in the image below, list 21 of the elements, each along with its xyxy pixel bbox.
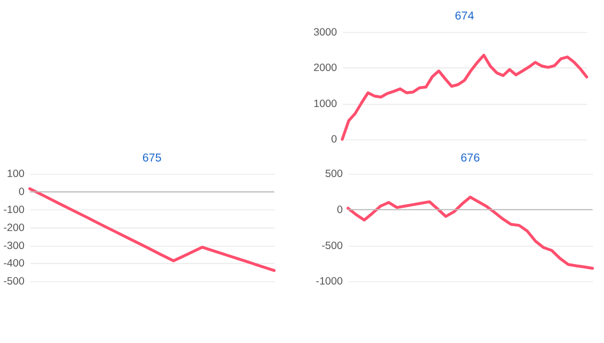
line-series (28, 187, 276, 272)
line-series (340, 54, 588, 141)
y-tick-label: 1000 (314, 98, 338, 110)
y-tick-label: -500 (322, 240, 343, 252)
y-tick-label: -1000 (316, 276, 343, 288)
chart-title: 674 (454, 10, 475, 22)
y-tick-label: -200 (3, 222, 25, 234)
y-tick-label: -100 (3, 204, 25, 216)
y-tick-label: 100 (6, 168, 25, 180)
y-tick-label: 3000 (314, 26, 338, 38)
y-tick-label: 500 (325, 168, 343, 180)
y-tick-label: 0 (18, 186, 25, 198)
y-tick-label: -400 (3, 258, 25, 270)
line-series (346, 196, 594, 270)
y-tick-label: -300 (3, 240, 25, 252)
y-tick-label: 0 (331, 134, 338, 146)
y-tick-label: 0 (336, 204, 343, 216)
y-tick-label: -500 (3, 276, 25, 288)
chart-title: 675 (142, 152, 162, 164)
chart-title: 676 (460, 152, 480, 164)
y-tick-label: 2000 (314, 62, 338, 74)
